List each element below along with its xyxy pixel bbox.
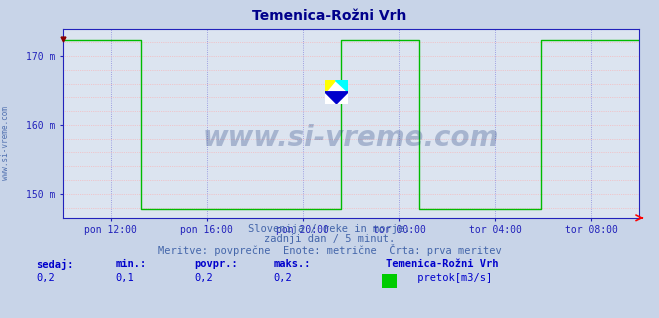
Text: zadnji dan / 5 minut.: zadnji dan / 5 minut. [264, 234, 395, 244]
Text: 0,2: 0,2 [36, 273, 55, 283]
Text: 0,2: 0,2 [194, 273, 213, 283]
Polygon shape [335, 80, 349, 92]
Polygon shape [325, 92, 349, 104]
Text: 0,1: 0,1 [115, 273, 134, 283]
Text: Temenica-Rožni Vrh: Temenica-Rožni Vrh [386, 259, 498, 269]
Text: 0,2: 0,2 [273, 273, 292, 283]
Text: www.si-vreme.com: www.si-vreme.com [1, 106, 10, 180]
Text: min.:: min.: [115, 259, 146, 269]
Text: www.si-vreme.com: www.si-vreme.com [203, 124, 499, 152]
Text: pretok[m3/s]: pretok[m3/s] [411, 273, 492, 283]
Text: sedaj:: sedaj: [36, 259, 74, 270]
Text: maks.:: maks.: [273, 259, 311, 269]
Text: Slovenija / reke in morje.: Slovenija / reke in morje. [248, 224, 411, 234]
Polygon shape [325, 80, 335, 92]
Text: Meritve: povprečne  Enote: metrične  Črta: prva meritev: Meritve: povprečne Enote: metrične Črta:… [158, 244, 501, 256]
Text: povpr.:: povpr.: [194, 259, 238, 269]
Text: Temenica-Rožni Vrh: Temenica-Rožni Vrh [252, 9, 407, 23]
